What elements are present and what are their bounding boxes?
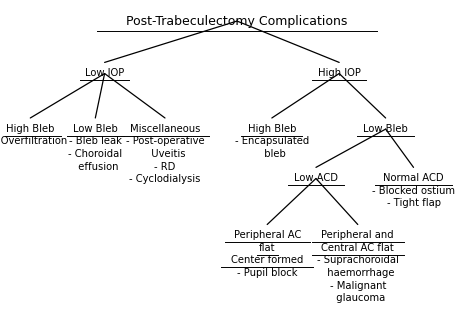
Text: Low Bleb: Low Bleb (363, 123, 408, 134)
Text: effusion: effusion (72, 162, 118, 171)
Text: - RD: - RD (155, 162, 176, 171)
Text: High Bleb: High Bleb (6, 123, 55, 134)
Text: Normal ACD: Normal ACD (383, 173, 444, 183)
Text: - Encapsulated: - Encapsulated (235, 136, 309, 146)
Text: Uveitis: Uveitis (145, 149, 185, 159)
Text: Center formed: Center formed (231, 255, 303, 265)
Text: glaucoma: glaucoma (330, 293, 385, 303)
Text: - Pupil block: - Pupil block (237, 268, 298, 278)
Text: flat: flat (259, 243, 275, 253)
Text: - Malignant: - Malignant (329, 281, 386, 291)
Text: Low ACD: Low ACD (294, 173, 338, 183)
Text: haemorrhage: haemorrhage (321, 268, 394, 278)
Text: bleb: bleb (258, 149, 286, 159)
Text: Low Bleb: Low Bleb (73, 123, 118, 134)
Text: - Suprachoroidal: - Suprachoroidal (317, 255, 399, 265)
Text: High IOP: High IOP (318, 68, 361, 78)
Text: - Choroidal: - Choroidal (68, 149, 122, 159)
Text: - Post-operative: - Post-operative (126, 136, 204, 146)
Text: Peripheral and: Peripheral and (321, 230, 394, 240)
Text: - Bleb leak: - Bleb leak (69, 136, 122, 146)
Text: Peripheral AC: Peripheral AC (234, 230, 301, 240)
Text: Post-Trabeculectomy Complications: Post-Trabeculectomy Complications (126, 15, 348, 28)
Text: - Overfiltration: - Overfiltration (0, 136, 67, 146)
Text: - Tight flap: - Tight flap (386, 198, 440, 208)
Text: Low IOP: Low IOP (85, 68, 124, 78)
Text: - Blocked ostium: - Blocked ostium (372, 186, 455, 196)
Text: Miscellaneous: Miscellaneous (130, 123, 200, 134)
Text: High Bleb: High Bleb (247, 123, 296, 134)
Text: Central AC flat: Central AC flat (321, 243, 394, 253)
Text: - Cyclodialysis: - Cyclodialysis (129, 174, 201, 184)
